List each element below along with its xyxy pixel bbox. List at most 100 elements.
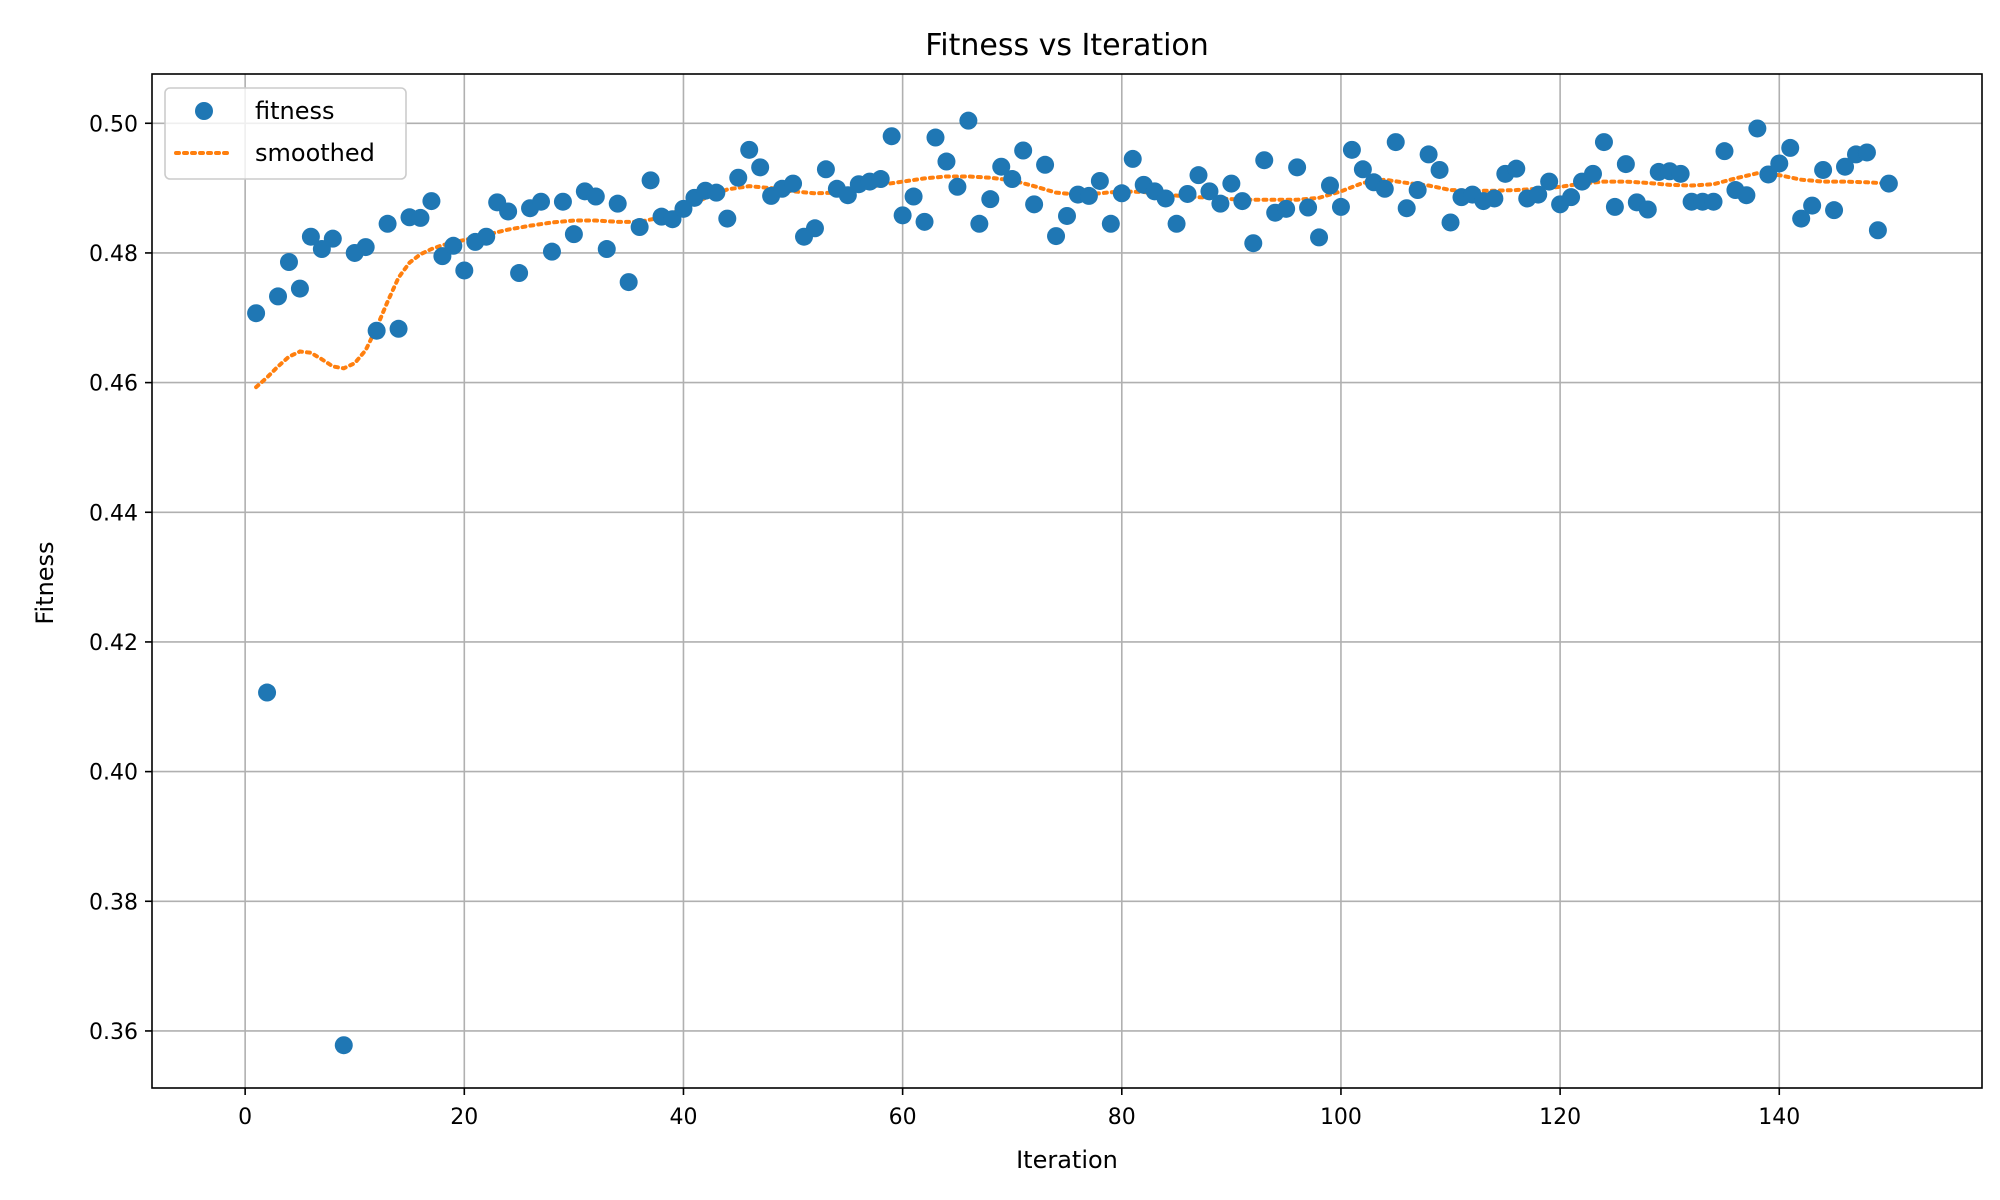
fitness-point (378, 214, 397, 233)
fitness-point (1014, 141, 1033, 160)
legend-label-fitness: fitness (255, 97, 335, 125)
fitness-point (1836, 157, 1855, 176)
fitness-point (1430, 160, 1449, 179)
y-tick-label: 0.46 (89, 372, 138, 397)
fitness-point (1331, 197, 1350, 216)
fitness-point (1857, 143, 1876, 162)
y-tick-label: 0.36 (89, 1020, 138, 1045)
fitness-point (455, 261, 474, 280)
fitness-point (608, 194, 627, 213)
fitness-point (937, 152, 956, 171)
y-tick-label: 0.40 (89, 761, 138, 786)
fitness-point (1529, 185, 1548, 204)
fitness-point (1814, 160, 1833, 179)
fitness-point (1025, 195, 1044, 214)
fitness-point (784, 174, 803, 193)
fitness-point (838, 186, 857, 205)
fitness-point (1222, 174, 1241, 193)
fitness-point (630, 218, 649, 237)
fitness-point (356, 238, 375, 257)
fitness-point (1189, 166, 1208, 185)
fitness-point (247, 304, 266, 323)
fitness-point (586, 187, 605, 206)
fitness-point (751, 158, 770, 177)
fitness-point (1397, 199, 1416, 218)
x-tick-label: 60 (889, 1105, 917, 1130)
fitness-point (1540, 172, 1559, 191)
fitness-point (1375, 179, 1394, 198)
fitness-point (564, 225, 583, 244)
fitness-point (1003, 170, 1022, 189)
fitness-point (992, 157, 1011, 176)
fitness-point (269, 287, 288, 306)
legend-marker-fitness (195, 102, 213, 120)
fitness-point (1244, 234, 1263, 253)
fitness-point (1704, 192, 1723, 211)
x-tick-label: 40 (669, 1105, 697, 1130)
y-tick-label: 0.42 (89, 631, 138, 656)
fitness-point (1594, 133, 1613, 152)
plot-frame (151, 73, 1983, 1089)
chart-title: Fitness vs Iteration (925, 28, 1209, 63)
fitness-point (816, 160, 835, 179)
fitness-point (740, 140, 759, 159)
fitness-point (1101, 214, 1120, 233)
grid-lines (152, 74, 1982, 1088)
fitness-point (532, 192, 551, 211)
fitness-point (1200, 182, 1219, 201)
fitness-point (1748, 119, 1767, 138)
fitness-point (915, 212, 934, 231)
fitness-point (1562, 188, 1581, 207)
fitness-point (1123, 149, 1142, 168)
fitness-point (1507, 159, 1526, 178)
fitness-point (553, 192, 572, 211)
fitness-point (1255, 151, 1274, 170)
fitness-point (1156, 189, 1175, 208)
fitness-point (641, 171, 660, 190)
y-tick-label: 0.48 (89, 242, 138, 267)
fitness-point (1090, 171, 1109, 190)
fitness-point (729, 168, 748, 187)
fitness-point (1178, 184, 1197, 203)
fitness-point (674, 199, 693, 218)
fitness-point (718, 209, 737, 228)
fitness-point (1036, 155, 1055, 174)
x-tick-label: 80 (1108, 1105, 1136, 1130)
fitness-point (1386, 133, 1405, 152)
fitness-point (389, 319, 408, 338)
fitness-point (926, 128, 945, 147)
fitness-point (411, 208, 430, 227)
fitness-point (1616, 155, 1635, 174)
y-tick-label: 0.44 (89, 501, 138, 526)
legend-label-smoothed: smoothed (255, 139, 375, 167)
fitness-point (948, 177, 967, 196)
fitness-point (367, 321, 386, 340)
fitness-point (1299, 198, 1318, 217)
fitness-point (1112, 184, 1131, 203)
fitness-point (959, 111, 978, 130)
fitness-point (597, 240, 616, 259)
legend-box (164, 87, 407, 180)
fitness-point (1638, 200, 1657, 219)
fitness-point (981, 190, 1000, 209)
fitness-point (1320, 176, 1339, 195)
fitness-point (707, 183, 726, 202)
x-axis-ticks: 0 20 40 60 80 100 120 140 (238, 1088, 1800, 1130)
y-axis-ticks: 0.36 0.38 0.40 0.42 0.44 0.46 0.48 0.50 (89, 112, 152, 1045)
x-tick-label: 140 (1758, 1105, 1800, 1130)
fitness-point (805, 219, 824, 238)
fitness-point (1353, 160, 1372, 179)
y-axis-label: Fitness (31, 541, 59, 624)
x-tick-label: 20 (450, 1105, 478, 1130)
fitness-point (477, 227, 496, 246)
x-axis-label: Iteration (1016, 1146, 1118, 1174)
fitness-point (893, 206, 912, 225)
fitness-point (290, 279, 309, 298)
fitness-point (1737, 186, 1756, 205)
y-tick-label: 0.38 (89, 890, 138, 915)
fitness-point (323, 229, 342, 248)
fitness-point (1671, 164, 1690, 183)
fitness-point (1868, 221, 1887, 240)
fitness-point (1879, 174, 1898, 193)
